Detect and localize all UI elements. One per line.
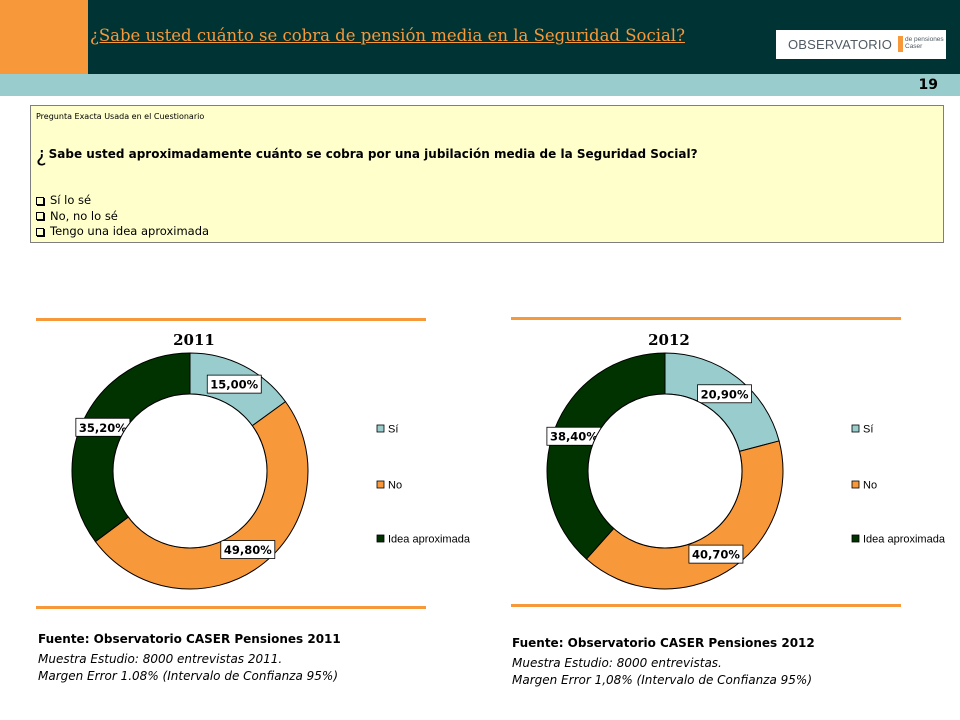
logo-mark-icon — [898, 36, 903, 52]
checkbox-icon — [36, 227, 44, 236]
legend-item: No — [376, 480, 402, 492]
data-label-text: 38,40% — [550, 430, 598, 444]
data-label-text: 35,20% — [79, 421, 127, 435]
donut-hole — [587, 393, 743, 549]
legend-label: Sí — [863, 424, 873, 436]
legend-item: No — [851, 480, 877, 492]
header-band — [0, 74, 960, 96]
source-note-2012: Fuente: Observatorio CASER Pensiones 201… — [512, 636, 815, 689]
legend-label: Sí — [388, 424, 398, 436]
slice-data-label: 38,40% — [546, 426, 602, 446]
donut-chart-2011: 2011 15,00% 49,80% 35,20% Sí No Idea aproximad… — [71, 331, 471, 590]
slice-data-label: 20,90% — [697, 384, 752, 404]
question-body: Sabe usted aproximadamente cuánto se cob… — [48, 147, 698, 161]
slice-data-label: 15,00% — [206, 374, 262, 394]
answer-option: Sí lo sé — [36, 193, 209, 209]
legend-item: Sí — [376, 424, 398, 436]
data-label-box — [220, 540, 276, 559]
legend-item: Sí — [851, 424, 873, 436]
data-label-text: 15,00% — [210, 378, 258, 392]
checkbox-icon — [36, 196, 44, 205]
donut-hole — [112, 393, 268, 549]
legend-label: No — [388, 480, 402, 492]
legend-label: No — [863, 480, 877, 492]
sample-size: Muestra Estudio: 8000 entrevistas 2011. — [38, 652, 283, 666]
source-title: Fuente: Observatorio CASER Pensiones 201… — [38, 632, 341, 646]
answer-option: Tengo una idea aproximada — [36, 224, 209, 240]
error-margin: Margen Error 1.08% (Intervalo de Confian… — [38, 669, 338, 683]
slice-data-label: 40,70% — [688, 544, 744, 564]
chart-title: 2011 — [173, 331, 215, 349]
observatorio-logo: OBSERVATORIO de pensiones Caser — [776, 30, 946, 59]
header-accent-block — [0, 0, 88, 74]
chart-top-rule-2012 — [511, 317, 901, 320]
source-note-2011: Fuente: Observatorio CASER Pensiones 201… — [38, 632, 341, 685]
data-label-text: 49,80% — [224, 543, 272, 557]
answer-option: No, no lo sé — [36, 209, 209, 225]
source-title: Fuente: Observatorio CASER Pensiones 201… — [512, 636, 815, 650]
answer-options: Sí lo sé No, no lo sé Tengo una idea apr… — [36, 193, 209, 240]
legend-item: Idea aproximada — [851, 534, 946, 546]
chart-bottom-rule-2012 — [511, 604, 901, 607]
legend-swatch — [851, 534, 860, 543]
chart-top-rule-2011 — [36, 318, 426, 321]
page-number: 19 — [918, 77, 938, 93]
data-label-text: 40,70% — [692, 548, 740, 562]
slice-data-label: 35,20% — [75, 417, 131, 437]
question-box: Pregunta Exacta Usada en el Cuestionario… — [30, 105, 944, 243]
page-title: ¿Sabe usted cuánto se cobra de pensión m… — [90, 26, 685, 45]
legend-label: Idea aproximada — [863, 534, 946, 546]
chart-title: 2012 — [648, 331, 690, 349]
question-text: ¿ Sabe usted aproximadamente cuánto se co… — [36, 142, 698, 166]
checkbox-icon — [36, 212, 44, 221]
data-label-text: 20,90% — [701, 387, 749, 401]
slice-data-label: 49,80% — [220, 540, 276, 559]
data-label-box — [697, 384, 752, 404]
legend-swatch — [376, 534, 385, 543]
question-label: Pregunta Exacta Usada en el Cuestionario — [36, 112, 205, 121]
legend-swatch — [851, 424, 860, 433]
legend-swatch — [376, 480, 385, 489]
legend-swatch — [851, 480, 860, 489]
donut-chart-2012: 2012 20,90% 40,70% 38,40% Sí No Idea aproximad… — [546, 331, 946, 590]
error-margin: Margen Error 1,08% (Intervalo de Confian… — [512, 673, 812, 687]
question-mark: ¿ — [36, 142, 47, 166]
legend-swatch — [376, 424, 385, 433]
sample-size: Muestra Estudio: 8000 entrevistas. — [512, 656, 722, 670]
legend-label: Idea aproximada — [388, 534, 471, 546]
logo-subtitle: de pensiones Caser — [905, 36, 944, 50]
legend-item: Idea aproximada — [376, 534, 471, 546]
logo-wordmark: OBSERVATORIO — [788, 37, 893, 52]
data-label-box — [206, 374, 262, 394]
chart-bottom-rule-2011 — [36, 606, 426, 609]
data-label-box — [688, 544, 744, 564]
